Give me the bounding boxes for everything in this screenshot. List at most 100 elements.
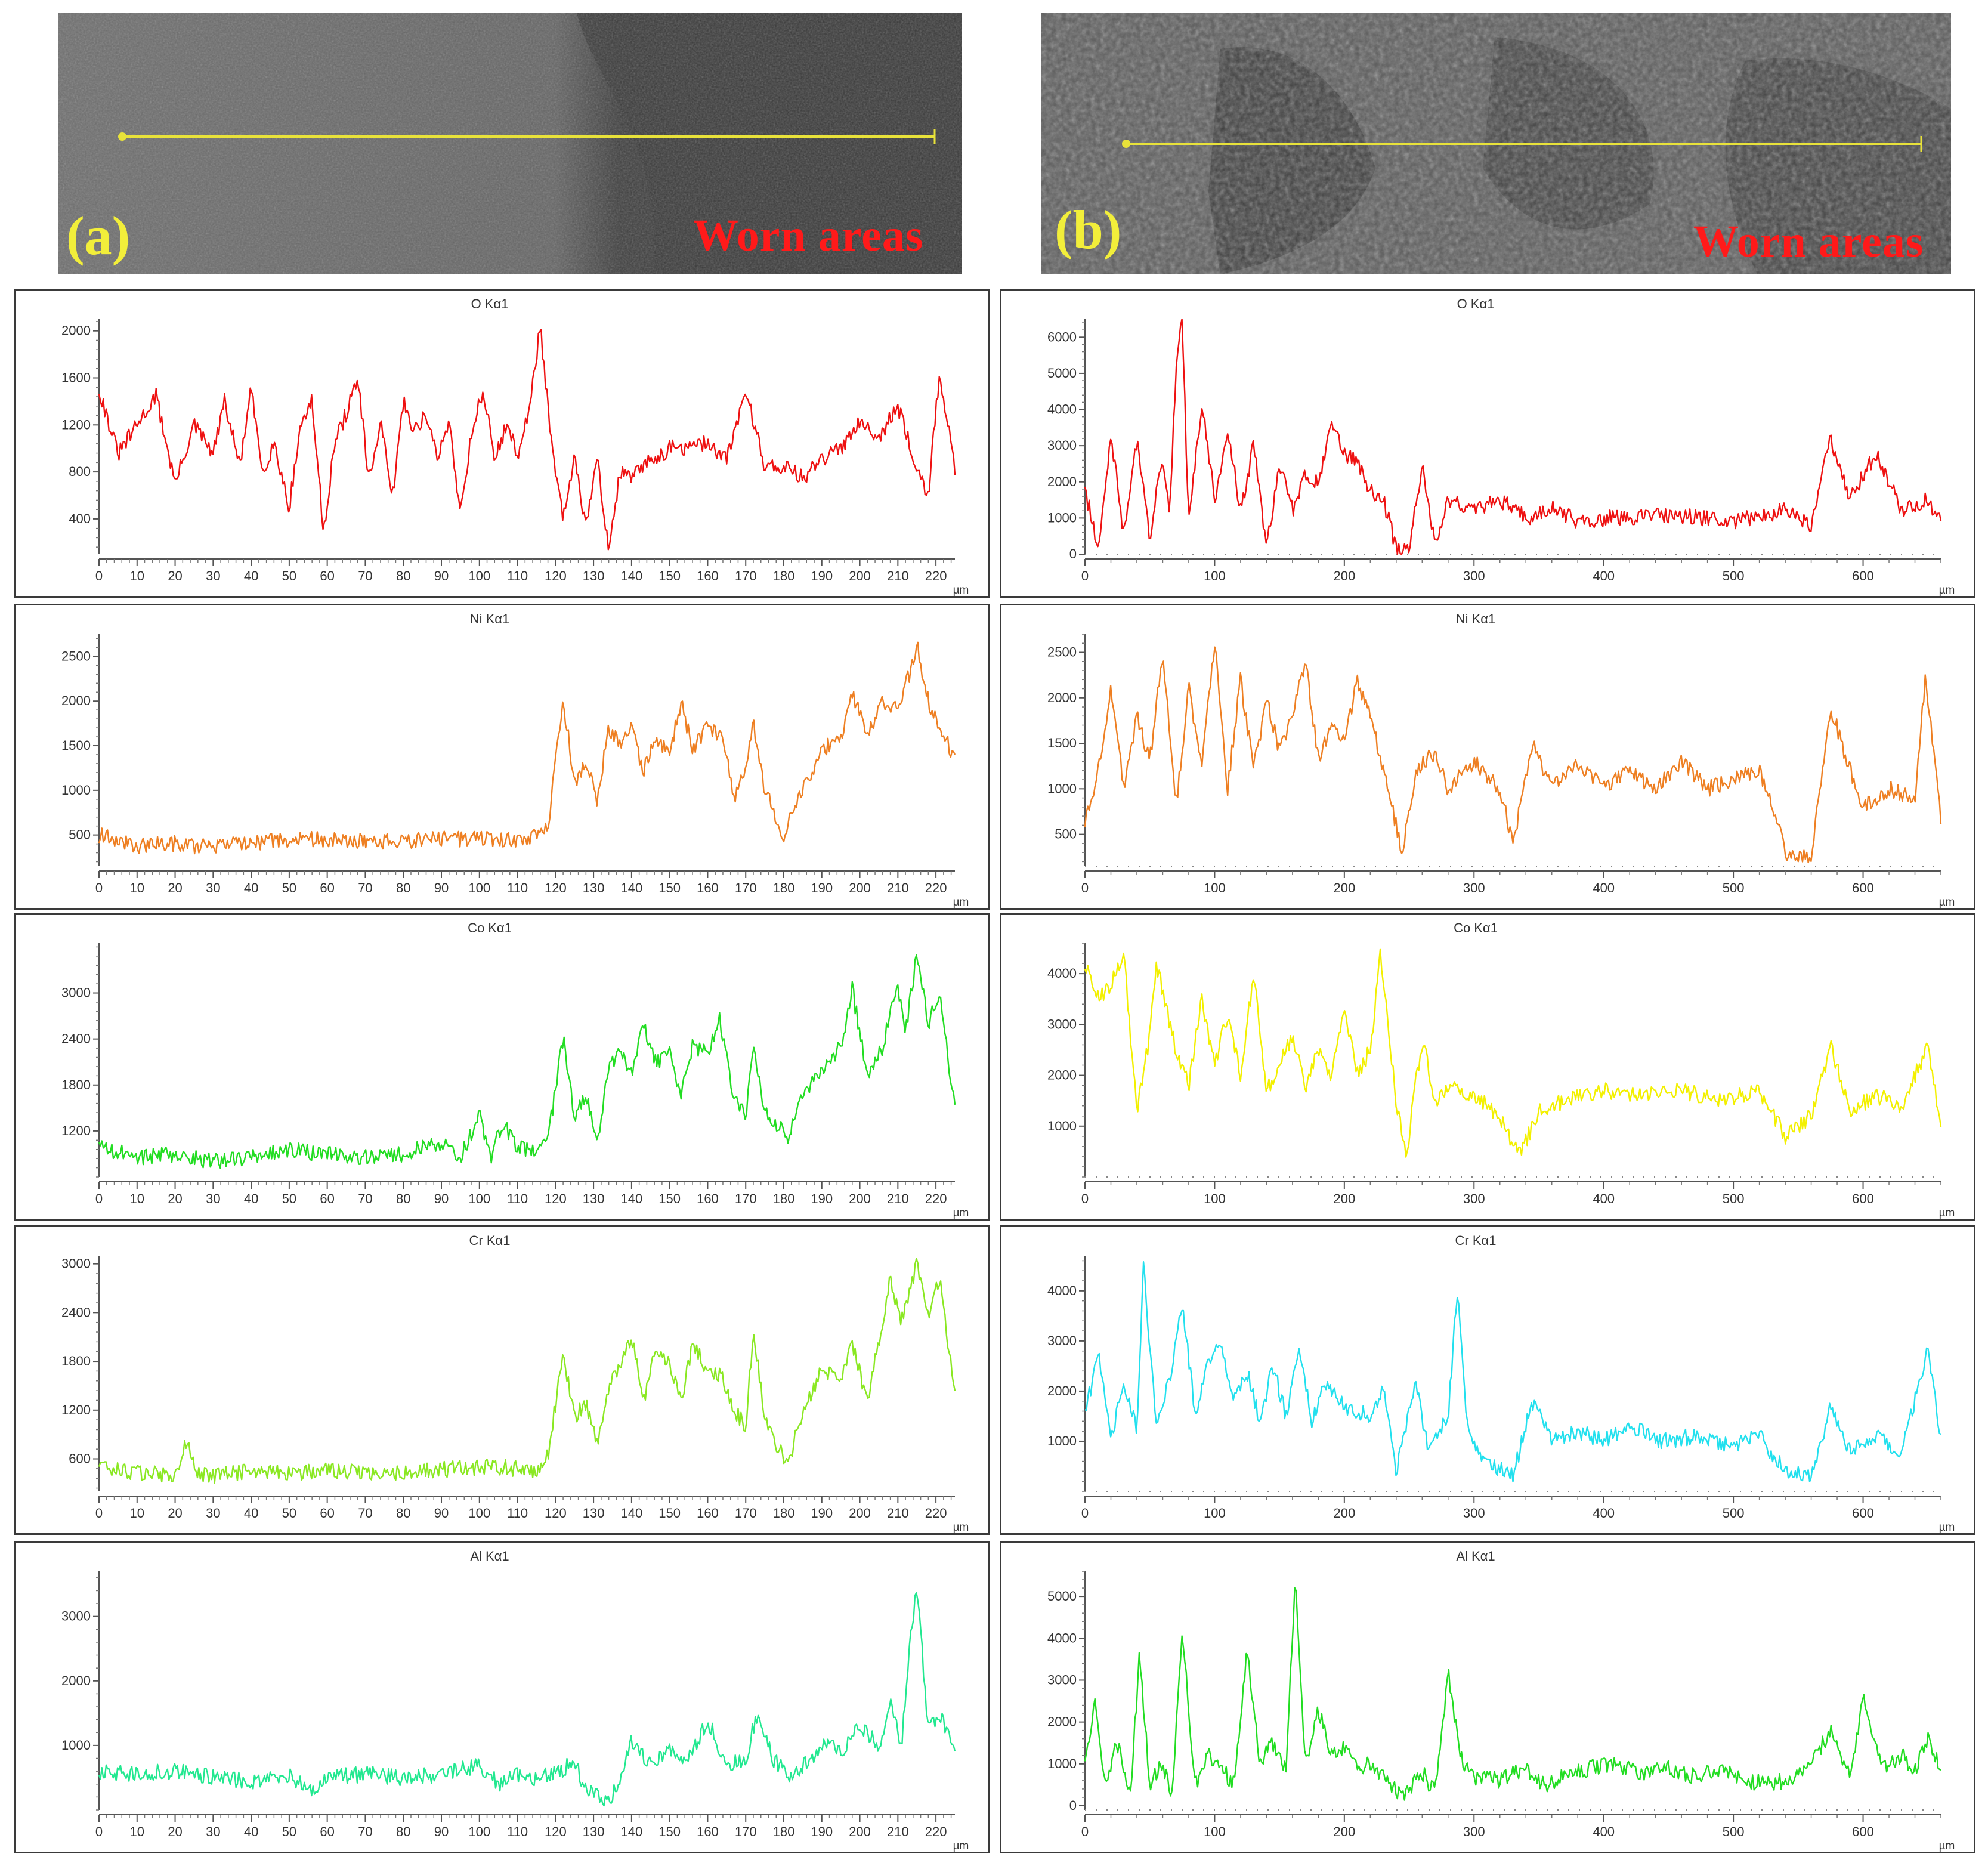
x-tick-label: 40 — [244, 1824, 258, 1839]
x-tick-label: 30 — [206, 569, 220, 583]
y-tick-label: 500 — [69, 827, 91, 842]
x-tick-label: 400 — [1593, 1824, 1615, 1839]
x-tick-label: 70 — [358, 1824, 372, 1839]
x-tick-label: 400 — [1593, 569, 1615, 583]
y-tick-label: 1200 — [61, 1123, 91, 1138]
x-tick-label: 400 — [1593, 881, 1615, 895]
y-tick-label: 2000 — [1047, 1068, 1077, 1083]
x-tick-label: 210 — [887, 1191, 909, 1206]
x-tick-label: 170 — [735, 881, 757, 895]
y-tick-label: 6000 — [1047, 329, 1077, 344]
x-tick-label: 500 — [1723, 881, 1745, 895]
x-tick-label: 0 — [95, 1191, 103, 1206]
x-tick-label: 60 — [320, 1824, 334, 1839]
y-tick-label: 2000 — [1047, 1714, 1077, 1729]
series-line — [98, 329, 956, 551]
x-tick-label: 600 — [1852, 1824, 1874, 1839]
y-tick-label: 2500 — [61, 648, 91, 663]
x-tick-label: 150 — [658, 1191, 681, 1206]
x-tick-label: 100 — [1204, 881, 1226, 895]
x-tick-label: 190 — [811, 1191, 833, 1206]
x-tick-label: 0 — [95, 1506, 103, 1521]
y-tick-label: 2000 — [1047, 690, 1077, 705]
series-line — [98, 954, 956, 1169]
x-tick-label: 80 — [396, 1824, 410, 1839]
x-tick-label: 20 — [168, 569, 182, 583]
x-tick-label: 50 — [282, 1824, 296, 1839]
x-tick-label: 90 — [434, 1191, 449, 1206]
x-tick-label: 120 — [545, 881, 567, 895]
x-tick-label: 220 — [925, 1506, 947, 1521]
y-tick-label: 3000 — [1047, 1672, 1077, 1687]
x-tick-label: 160 — [697, 1191, 719, 1206]
x-tick-label: 160 — [697, 881, 719, 895]
chart-title: Al Kα1 — [470, 1549, 509, 1564]
x-unit-label: µm — [953, 896, 969, 908]
x-tick-label: 70 — [358, 1191, 372, 1206]
sem-image-a: (a) Worn areas — [58, 13, 962, 274]
x-tick-label: 200 — [849, 1506, 871, 1521]
x-tick-label: 0 — [95, 569, 103, 583]
chart-title: Ni Kα1 — [470, 611, 510, 626]
x-tick-label: 100 — [468, 1506, 490, 1521]
x-tick-label: 190 — [811, 569, 833, 583]
x-tick-label: 130 — [583, 881, 605, 895]
x-tick-label: 220 — [925, 881, 947, 895]
x-tick-label: 200 — [1333, 569, 1355, 583]
x-tick-label: 120 — [545, 1824, 567, 1839]
x-tick-label: 170 — [735, 1506, 757, 1521]
x-tick-label: 0 — [1081, 881, 1089, 895]
x-tick-label: 0 — [95, 1824, 103, 1839]
y-tick-label: 3000 — [61, 1609, 91, 1624]
x-tick-label: 210 — [887, 881, 909, 895]
series-line — [98, 1258, 956, 1484]
chart-svg: Cr Kα1 600 1200 1800 2400 3000 0 10 20 30 40 50 60 70… — [61, 1233, 969, 1533]
chart-svg: Ni Kα1 500 1000 1500 2000 2500 0 100 200 300 400 50… — [1047, 611, 1955, 908]
x-tick-label: 20 — [168, 881, 182, 895]
x-tick-label: 140 — [621, 1506, 643, 1521]
x-unit-label: µm — [1939, 896, 1955, 908]
x-tick-label: 30 — [206, 1506, 220, 1521]
x-tick-label: 500 — [1723, 1191, 1745, 1206]
x-tick-label: 0 — [1081, 1824, 1089, 1839]
x-tick-label: 160 — [697, 1824, 719, 1839]
chart-a-o: O Kα1 400 800 1200 1600 2000 0 10 20 30 40 50 60 70 80… — [14, 289, 990, 598]
x-tick-label: 20 — [168, 1824, 182, 1839]
x-tick-label: 400 — [1593, 1191, 1615, 1206]
y-tick-label: 2400 — [61, 1031, 91, 1046]
x-tick-label: 40 — [244, 569, 258, 583]
chart-title: Cr Kα1 — [1455, 1233, 1497, 1248]
x-unit-label: µm — [1939, 584, 1955, 596]
y-tick-label: 3000 — [1047, 438, 1077, 453]
series-line — [1084, 318, 1942, 555]
panel-letter-a: (a) — [66, 205, 131, 266]
x-tick-label: 100 — [1204, 569, 1226, 583]
x-tick-label: 10 — [130, 1191, 144, 1206]
y-tick-label: 2000 — [1047, 474, 1077, 489]
x-tick-label: 180 — [773, 881, 795, 895]
y-tick-label: 3000 — [1047, 1017, 1077, 1031]
x-tick-label: 60 — [320, 881, 334, 895]
x-tick-label: 160 — [697, 1506, 719, 1521]
x-tick-label: 70 — [358, 881, 372, 895]
y-tick-label: 1600 — [61, 370, 91, 385]
x-tick-label: 0 — [95, 881, 103, 895]
y-tick-label: 500 — [1055, 827, 1077, 842]
x-tick-label: 110 — [507, 881, 528, 895]
x-tick-label: 60 — [320, 1506, 334, 1521]
y-tick-label: 1000 — [1047, 1119, 1077, 1133]
series-line — [1084, 1261, 1941, 1483]
x-tick-label: 0 — [1081, 569, 1089, 583]
chart-b-cr: Cr Kα1 1000 2000 3000 4000 0 100 200 300 400 500 60… — [1000, 1225, 1975, 1535]
chart-b-al: Al Kα1 0 1000 2000 3000 4000 5000 0 100 200 300 400… — [1000, 1541, 1975, 1853]
x-unit-label: µm — [1939, 1840, 1955, 1852]
x-tick-label: 600 — [1852, 881, 1874, 895]
x-tick-label: 300 — [1463, 569, 1485, 583]
x-tick-label: 120 — [545, 1191, 567, 1206]
chart-title: O Kα1 — [471, 296, 509, 311]
x-tick-label: 80 — [396, 881, 410, 895]
x-tick-label: 130 — [583, 1506, 605, 1521]
x-tick-label: 60 — [320, 569, 334, 583]
x-tick-label: 300 — [1463, 1191, 1485, 1206]
y-tick-label: 1500 — [1047, 736, 1077, 750]
